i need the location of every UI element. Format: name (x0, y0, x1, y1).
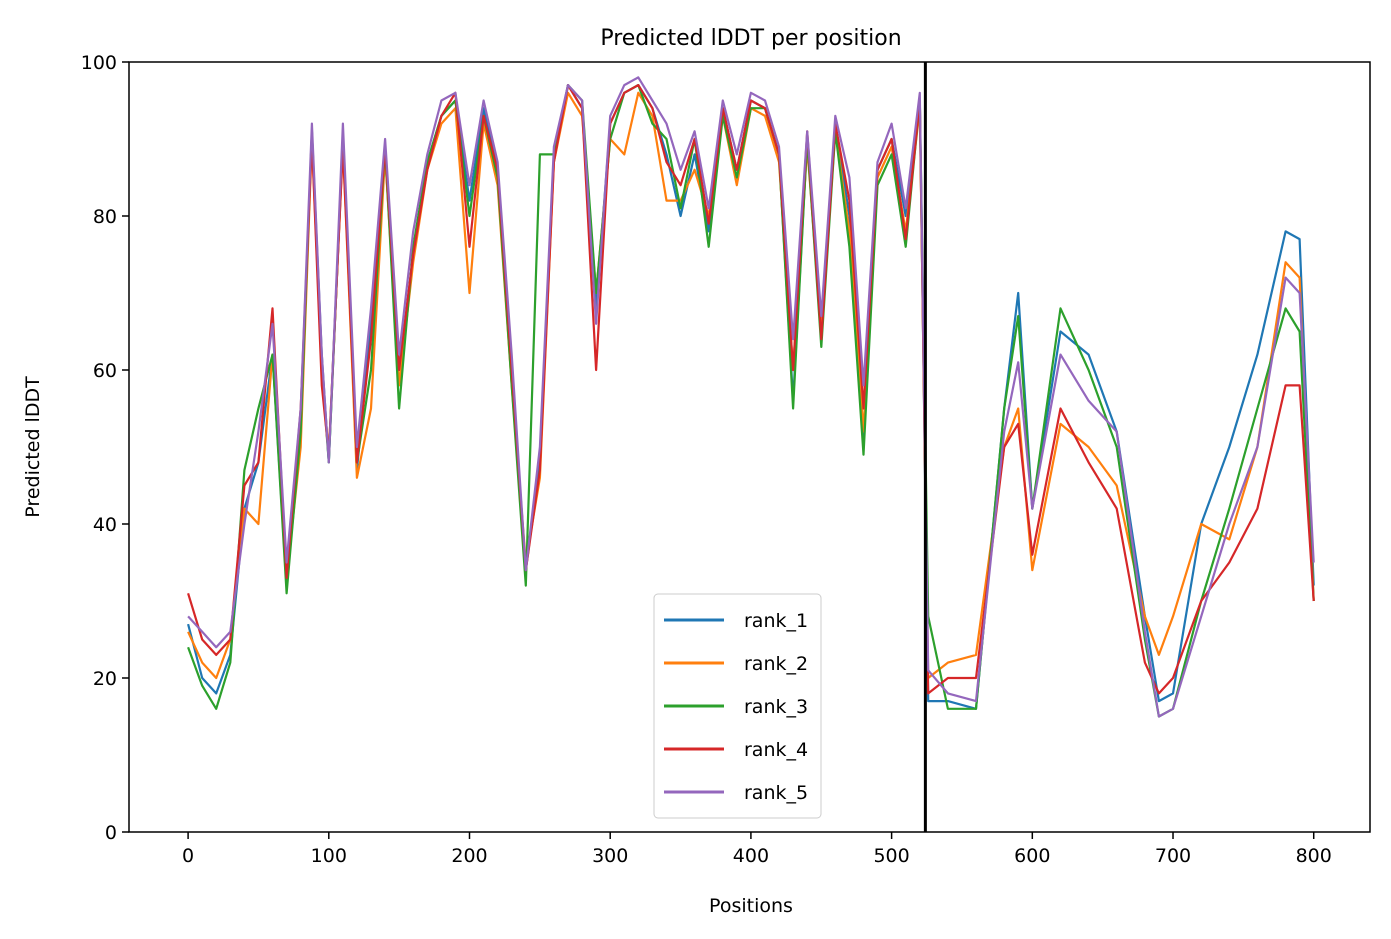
legend-items: rank_1 rank_2 rank_3 rank_4 rank_5 (664, 610, 808, 804)
chart-title: Predicted lDDT per position (600, 26, 901, 51)
x-tick-label: 0 (182, 845, 194, 867)
x-tick-label: 400 (733, 845, 769, 867)
y-tick-label: 0 (105, 822, 117, 844)
x-tick-label: 700 (1155, 845, 1191, 867)
x-axis-label: Positions (709, 895, 793, 917)
series-line-rank-5 (187, 76, 1315, 718)
x-axis-ticks: 0 100 200 300 400 500 600 700 800 (182, 832, 1332, 867)
y-tick-label: 100 (81, 52, 117, 74)
x-tick-label: 200 (451, 845, 487, 867)
legend-label: rank_2 (744, 653, 808, 675)
x-tick-label: 100 (311, 845, 347, 867)
y-tick-label: 20 (93, 668, 117, 690)
plot-frame (128, 61, 1371, 833)
legend-box (653, 593, 822, 819)
legend-label: rank_4 (744, 739, 808, 761)
series-line-rank-2 (187, 91, 1315, 680)
x-tick-label: 800 (1296, 845, 1332, 867)
y-tick-label: 40 (93, 514, 117, 536)
legend-label: rank_3 (744, 696, 808, 718)
legend-label: rank_1 (744, 610, 808, 632)
x-tick-label: 500 (873, 845, 909, 867)
y-tick-label: 60 (93, 360, 117, 382)
y-axis-ticks: 0 20 40 60 80 100 (81, 52, 129, 844)
y-axis-label: Predicted lDDT (22, 376, 44, 518)
x-tick-label: 300 (592, 845, 628, 867)
legend-label: rank_5 (744, 782, 808, 804)
plot-series (187, 76, 1315, 718)
x-tick-label: 600 (1014, 845, 1050, 867)
y-tick-label: 80 (93, 206, 117, 228)
legend: rank_1 rank_2 rank_3 rank_4 rank_5 (653, 593, 822, 819)
